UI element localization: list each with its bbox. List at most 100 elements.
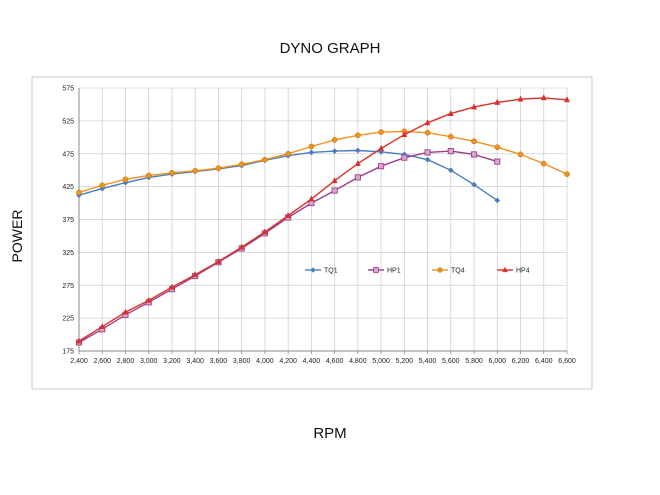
data-point [494,144,501,151]
data-point [238,243,245,250]
legend: TQ1 HP1 TQ4 HP4 [305,266,530,275]
y-tick-label: 575 [62,86,74,93]
data-point [308,195,315,202]
data-point [215,165,222,172]
series-line [78,97,568,342]
legend-entry-tq4: TQ4 [432,267,465,275]
y-tick-label: 525 [62,118,74,125]
data-point [308,149,315,156]
data-point [447,109,454,116]
data-point [424,129,431,136]
legend-entry-hp4: HP4 [497,266,530,275]
legend-marker [437,267,443,273]
data-point [494,98,501,105]
data-point [494,158,501,165]
data-point [261,228,268,235]
x-tick-label: 4,200 [279,358,297,365]
data-point [169,169,175,176]
x-tick-label: 5,800 [465,358,483,365]
legend-marker [373,267,379,273]
x-tick-label: 4,600 [326,358,344,365]
data-point [99,185,106,192]
data-point [99,182,106,189]
data-point [354,159,361,166]
data-point [192,167,199,174]
series-layer [75,94,571,346]
data-point [168,283,175,290]
data-point [99,323,106,330]
data-point [215,257,222,264]
x-axis-label: RPM [313,425,347,442]
data-point [447,167,454,174]
legend-label: TQ1 [324,268,338,275]
data-point [285,150,291,157]
x-tick-label: 6,200 [512,358,530,365]
x-tick-label: 6,400 [535,358,553,365]
data-point [401,131,408,138]
y-tick-label: 425 [62,184,74,191]
data-point [145,172,152,179]
x-tick-label: 2,800 [117,358,135,365]
data-point [447,133,454,140]
data-point [285,211,292,218]
data-point [331,187,338,194]
data-point [355,132,361,139]
x-tick-label: 6,000 [489,358,507,365]
x-tick-label: 4,800 [349,358,367,365]
data-point [471,138,477,145]
data-point [471,103,478,110]
x-tick-label: 2,600 [93,358,111,365]
data-point [494,197,501,204]
data-point [470,151,478,158]
data-point [517,95,524,102]
data-point [540,160,547,167]
data-point [145,296,152,303]
x-tick-label: 3,800 [233,358,251,365]
y-tick-label: 275 [62,283,74,290]
chart-title: DYNO GRAPH [279,40,381,57]
x-tick-label: 5,000 [372,358,390,365]
data-point [308,143,315,150]
legend-marker [502,266,508,273]
y-tick-label: 475 [62,151,74,158]
y-tick-label: 325 [62,250,74,257]
x-tick-label: 2,400 [70,358,88,365]
data-point [122,308,129,315]
data-point [447,148,454,155]
data-point [424,119,431,126]
series-hp4 [75,94,571,344]
y-tick-label: 175 [62,349,74,356]
x-tick-label: 5,400 [419,358,437,365]
data-point [564,171,570,177]
legend-label: HP1 [387,268,401,275]
legend-entry-hp1: HP1 [368,267,401,275]
data-point [378,129,384,135]
series-tq4 [76,128,570,196]
data-point [378,144,385,151]
x-tick-label: 4,400 [303,358,321,365]
grid-lines [78,87,568,352]
data-point [354,174,361,181]
data-point [424,156,431,163]
data-point [540,94,547,101]
x-tick-label: 3,200 [163,358,181,365]
x-tick-label: 5,200 [396,358,414,365]
data-point [76,189,82,196]
x-tick-label: 3,600 [210,358,228,365]
x-tick-label: 3,400 [186,358,204,365]
axes: 175 225 275 325 375 425 475 525 575 2,400 2,600 2,8… [62,86,576,366]
data-point [378,163,385,170]
series-line [78,130,568,194]
legend-entry-tq1: TQ1 [305,267,338,275]
data-point [563,96,571,103]
chart-border [31,76,593,390]
data-point [192,271,199,278]
x-tick-label: 5,600 [442,358,460,365]
legend-marker [310,267,316,273]
data-point [401,154,408,161]
data-point [517,151,524,158]
data-point [262,156,268,163]
legend-label: TQ4 [451,268,465,275]
x-tick-label: 4,000 [256,358,274,365]
